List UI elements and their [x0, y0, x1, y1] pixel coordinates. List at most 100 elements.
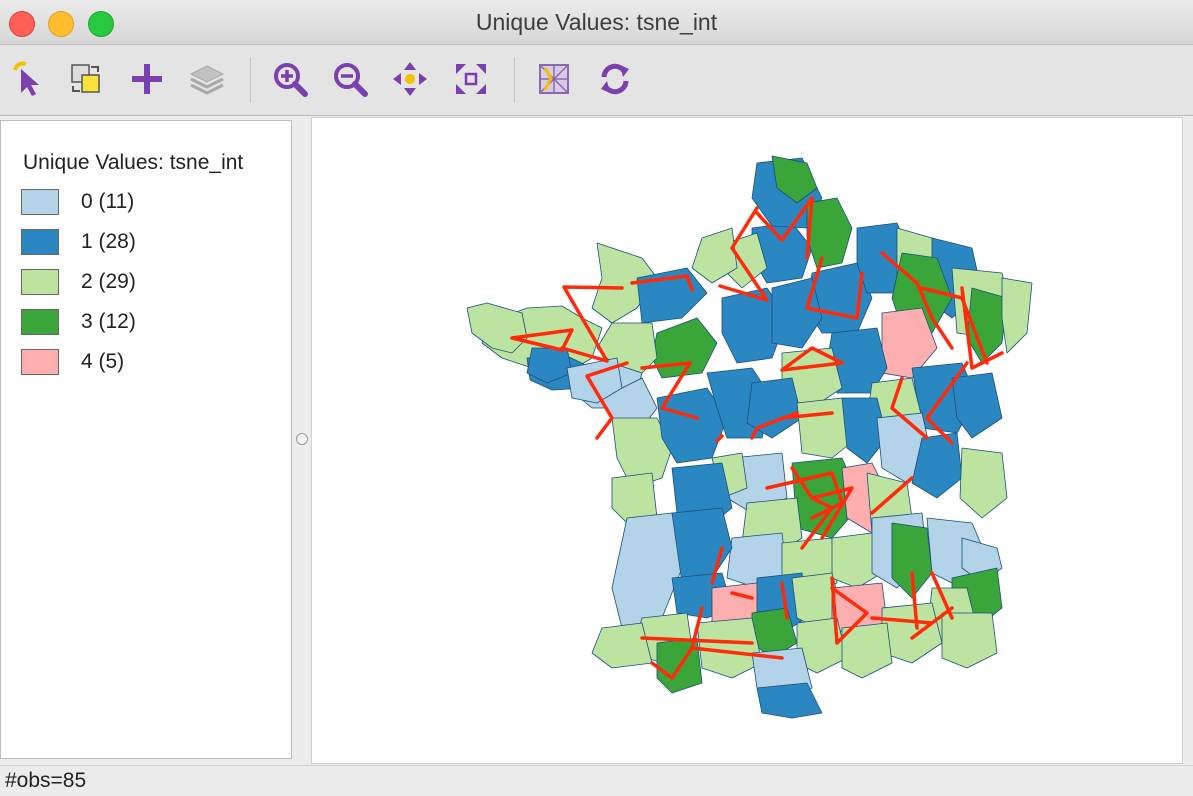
- splitter-handle[interactable]: [296, 433, 308, 445]
- map-regions: [466, 155, 1033, 719]
- neighbor-link-line: [790, 466, 834, 550]
- layers-icon: [189, 65, 225, 95]
- department-region[interactable]: [959, 447, 1008, 519]
- neighbor-link-line: [780, 581, 789, 620]
- department-region[interactable]: [591, 242, 658, 324]
- pan-icon: [393, 62, 427, 96]
- department-region[interactable]: [941, 612, 998, 669]
- select-tool-button[interactable]: [8, 59, 48, 99]
- window-title: Unique Values: tsne_int: [475, 9, 718, 35]
- neighbor-link-line: [870, 606, 954, 640]
- department-region[interactable]: [611, 512, 683, 629]
- obs-count: #obs=85: [5, 769, 87, 792]
- full-extent-button[interactable]: [451, 59, 491, 99]
- legend-swatch[interactable]: [21, 309, 59, 335]
- neighbor-link-line: [730, 591, 754, 600]
- zoom-in-icon: [274, 63, 308, 97]
- legend-label: 3 (12): [81, 310, 136, 333]
- department-region[interactable]: [891, 522, 933, 599]
- toolbar: [0, 45, 1193, 116]
- close-window-button[interactable]: [9, 11, 35, 37]
- legend-label: 2 (29): [81, 270, 136, 293]
- department-region[interactable]: [466, 302, 528, 354]
- neighbor-link-line: [718, 206, 769, 302]
- refresh-button[interactable]: [595, 59, 635, 99]
- department-region[interactable]: [841, 622, 893, 679]
- add-layer-button[interactable]: [127, 59, 167, 99]
- basemap-button[interactable]: [534, 59, 574, 99]
- zoom-in-button[interactable]: [270, 59, 310, 99]
- neighbor-link-line: [805, 256, 864, 320]
- neighbor-link-line: [890, 376, 929, 440]
- zoom-out-icon: [334, 63, 368, 97]
- map-canvas[interactable]: [311, 117, 1183, 764]
- neighbor-link-line: [765, 471, 844, 520]
- department-region[interactable]: [591, 622, 653, 669]
- neighbor-link-line: [640, 361, 699, 420]
- neighbor-link-line: [755, 196, 814, 260]
- department-region[interactable]: [951, 372, 1003, 439]
- neighbor-link-line: [830, 576, 869, 645]
- neighbor-link-line: [640, 636, 754, 645]
- department-region[interactable]: [1001, 277, 1033, 354]
- legend-swatch[interactable]: [21, 189, 59, 215]
- department-region[interactable]: [806, 197, 853, 269]
- neighbor-link-line: [715, 434, 724, 443]
- pointer-icon: [13, 61, 39, 96]
- france-map[interactable]: [312, 118, 1182, 763]
- neighbor-link-line: [925, 361, 969, 445]
- department-region[interactable]: [671, 507, 733, 584]
- neighbor-link-line: [960, 286, 1004, 370]
- neighbor-link-line: [630, 274, 694, 292]
- department-region[interactable]: [756, 682, 823, 719]
- selection-shape-button[interactable]: [66, 59, 106, 99]
- neighbor-link-line: [870, 476, 914, 515]
- minimize-window-button[interactable]: [48, 11, 74, 37]
- neighbor-link-line: [690, 646, 784, 660]
- neighbor-link-line: [810, 486, 854, 540]
- plus-icon: [132, 64, 162, 94]
- toolbar-separator: [250, 57, 251, 103]
- neighbor-link-line: [910, 571, 919, 630]
- department-region[interactable]: [746, 377, 803, 439]
- neighbor-link-line: [585, 361, 629, 440]
- department-region[interactable]: [771, 155, 818, 204]
- department-region[interactable]: [691, 227, 738, 284]
- pan-button[interactable]: [390, 59, 430, 99]
- toolbar-separator: [514, 57, 515, 103]
- department-region[interactable]: [831, 532, 883, 589]
- neighbor-link-line: [880, 251, 954, 350]
- maximize-window-button[interactable]: [88, 11, 114, 37]
- neighbor-link-line: [710, 546, 724, 585]
- department-region[interactable]: [611, 417, 673, 489]
- basemap-icon: [539, 64, 569, 94]
- full-extent-icon: [456, 64, 486, 94]
- neighbor-link-line: [930, 571, 954, 620]
- neighbor-link-line: [560, 285, 624, 363]
- legend-swatch[interactable]: [21, 229, 59, 255]
- select-shape-icon: [71, 64, 100, 93]
- legend-label: 4 (5): [81, 350, 125, 373]
- department-region[interactable]: [721, 287, 788, 364]
- neighbor-link-line: [650, 606, 704, 680]
- legend-label: 0 (11): [81, 190, 135, 213]
- department-region[interactable]: [796, 397, 858, 459]
- refresh-icon: [601, 63, 629, 95]
- legend-panel[interactable]: Unique Values: tsne_int 0 (11) 1 (28) 2 …: [0, 120, 292, 759]
- neighbor-link-line: [510, 328, 574, 352]
- legend-swatch[interactable]: [21, 269, 59, 295]
- layers-button[interactable]: [187, 59, 227, 99]
- legend-title: Unique Values: tsne_int: [23, 151, 244, 174]
- department-region[interactable]: [911, 432, 963, 499]
- zoom-out-button[interactable]: [330, 59, 370, 99]
- title-bar: Unique Values: tsne_int: [0, 0, 1193, 45]
- neighbor-link-line: [780, 346, 844, 372]
- panel-splitter[interactable]: [293, 120, 309, 760]
- department-region[interactable]: [841, 397, 888, 464]
- department-region[interactable]: [696, 617, 763, 679]
- legend-swatch[interactable]: [21, 349, 59, 375]
- neighbor-links: [510, 196, 1004, 680]
- legend-label: 1 (28): [81, 230, 136, 253]
- status-bar: #obs=85: [0, 765, 1193, 796]
- neighbor-link-line: [780, 411, 834, 420]
